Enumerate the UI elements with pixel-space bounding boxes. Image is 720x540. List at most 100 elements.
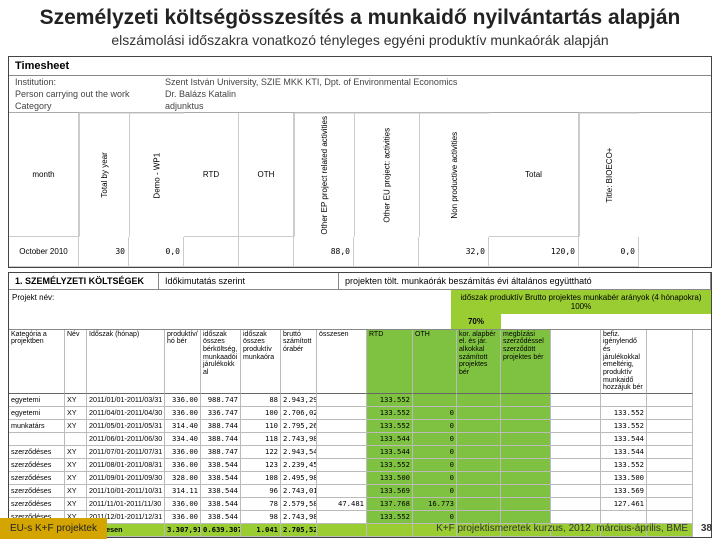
- ts-col: Total by year: [79, 113, 129, 237]
- project-name-label: Projekt név:: [9, 290, 109, 314]
- cost-cell: 133.500: [367, 472, 413, 485]
- cost-cell: 2.743,981: [281, 433, 317, 446]
- cost-cell: [551, 420, 601, 433]
- cost-cell: 123: [241, 459, 281, 472]
- cost-cell: szerződéses: [9, 485, 65, 498]
- cost-cell: 2.743,015: [281, 485, 317, 498]
- cost-col-header: bruttó számított órabér: [281, 330, 317, 395]
- cost-cell: 133.552: [367, 459, 413, 472]
- cost-cell: [501, 459, 551, 472]
- cost-col-header: OTH: [413, 330, 457, 395]
- cost-cell: 2011/11/01-2011/11/30: [87, 498, 165, 511]
- ts-cell: October 2010: [9, 237, 79, 267]
- cost-cell: [457, 394, 501, 407]
- cost-cell: [647, 485, 693, 498]
- info-label: Person carrying out the work: [15, 89, 165, 99]
- cost-cell: [65, 433, 87, 446]
- cost-section: 1. SZEMÉLYZETI KÖLTSÉGEK Időkimutatás sz…: [8, 272, 712, 539]
- ts-cell: 0,0: [129, 237, 184, 267]
- cost-cell: 328.00: [165, 472, 201, 485]
- cost-cell: 2.795,262: [281, 420, 317, 433]
- footer-left: EU-s K+F projektek: [0, 518, 107, 539]
- cost-cell: [551, 498, 601, 511]
- cost-cell: 2011/04/01-2011/04/30: [87, 407, 165, 420]
- footer-right: K+F projektismeretek kurzus, 2012. márci…: [107, 523, 720, 534]
- cost-cell: 47.481: [317, 498, 367, 511]
- info-value: Szent István University, SZIE MKK KTI, D…: [165, 77, 705, 87]
- ts-cell: 30: [79, 237, 129, 267]
- cost-cell: 78: [241, 498, 281, 511]
- cost-cell: 2.706,023: [281, 407, 317, 420]
- cost-cell: szerződéses: [9, 498, 65, 511]
- cost-cell: 122: [241, 446, 281, 459]
- cost-cell: szerződéses: [9, 446, 65, 459]
- cost-cell: 2011/05/01-2011/05/31: [87, 420, 165, 433]
- cost-cell: [457, 459, 501, 472]
- cost-cell: 2011/10/01-2011/10/31: [87, 485, 165, 498]
- cost-cell: [551, 433, 601, 446]
- cost-cell: egyetemi: [9, 407, 65, 420]
- cost-cell: [457, 498, 501, 511]
- cost-cell: XY: [65, 472, 87, 485]
- cost-cell: XY: [65, 407, 87, 420]
- cost-cell: 118: [241, 433, 281, 446]
- cost-col-header: Kategória a projektben: [9, 330, 65, 395]
- cost-cell: 137.768: [367, 498, 413, 511]
- cost-cell: [601, 394, 647, 407]
- cost-title: 1. SZEMÉLYZETI KÖLTSÉGEK: [9, 273, 159, 289]
- cost-cell: [551, 459, 601, 472]
- cost-cell: 2011/01/01-2011/03/31: [87, 394, 165, 407]
- ts-cell: 0,0: [579, 237, 639, 267]
- cost-cell: [9, 433, 65, 446]
- cost-cell: 110: [241, 420, 281, 433]
- cost-col-header: befiz. igénylendő és járulékokkal emelté…: [601, 330, 647, 395]
- cost-cell: XY: [65, 459, 87, 472]
- cost-cell: 133.552: [601, 459, 647, 472]
- cost-cell: 2011/07/01-2011/07/31: [87, 446, 165, 459]
- ts-cell: 88,0: [294, 237, 354, 267]
- cost-col-header: megbízási szerződéssel szerződött projek…: [501, 330, 551, 395]
- cost-cell: [501, 407, 551, 420]
- footer-course: K+F projektismeretek kurzus, 2012. márci…: [436, 523, 688, 534]
- cost-cell: 2011/08/01-2011/08/31: [87, 459, 165, 472]
- cost-cell: [551, 446, 601, 459]
- cost-cell: 0: [413, 446, 457, 459]
- cost-cell: [317, 472, 367, 485]
- timesheet-section: Timesheet Institution:Szent István Unive…: [8, 56, 712, 268]
- cost-cell: 96: [241, 485, 281, 498]
- cost-cell: 988.747: [201, 394, 241, 407]
- cost-cell: 133.544: [601, 446, 647, 459]
- cost-cell: 133.552: [367, 407, 413, 420]
- cost-cell: 0: [413, 459, 457, 472]
- ts-col: month: [9, 113, 79, 237]
- cost-cell: 2011/06/01-2011/06/30: [87, 433, 165, 446]
- cost-cell: 336.00: [165, 394, 201, 407]
- cost-cell: 0: [413, 485, 457, 498]
- cost-cell: 133.569: [601, 485, 647, 498]
- cost-cell: 2.495,981: [281, 472, 317, 485]
- cost-cell: 338.544: [201, 459, 241, 472]
- ts-cell: 120,0: [489, 237, 579, 267]
- cost-col-header: [551, 330, 601, 395]
- ts-col: RTD: [184, 113, 239, 237]
- cost-cell: 2.943,295: [281, 394, 317, 407]
- cost-cell: XY: [65, 485, 87, 498]
- cost-cell: [457, 433, 501, 446]
- cost-cell: 338.544: [201, 485, 241, 498]
- cost-cell: 338.544: [201, 472, 241, 485]
- cost-cell: szerződéses: [9, 459, 65, 472]
- cost-cell: 336.00: [165, 459, 201, 472]
- cost-cell: 388.747: [201, 446, 241, 459]
- ts-cell: [184, 237, 239, 267]
- cost-col-header: produktív/hó bér: [165, 330, 201, 395]
- cost-cell: [317, 459, 367, 472]
- cost-cell: 314.40: [165, 420, 201, 433]
- cost-cell: [317, 420, 367, 433]
- footer: EU-s K+F projektek K+F projektismeretek …: [0, 516, 720, 540]
- cost-cell: [647, 394, 693, 407]
- cost-cell: 16.773: [413, 498, 457, 511]
- cost-col-header: időszak összes bérköltség, munkaadói jár…: [201, 330, 241, 395]
- cost-cell: [501, 498, 551, 511]
- cost-cell: [501, 485, 551, 498]
- cost-cell: XY: [65, 446, 87, 459]
